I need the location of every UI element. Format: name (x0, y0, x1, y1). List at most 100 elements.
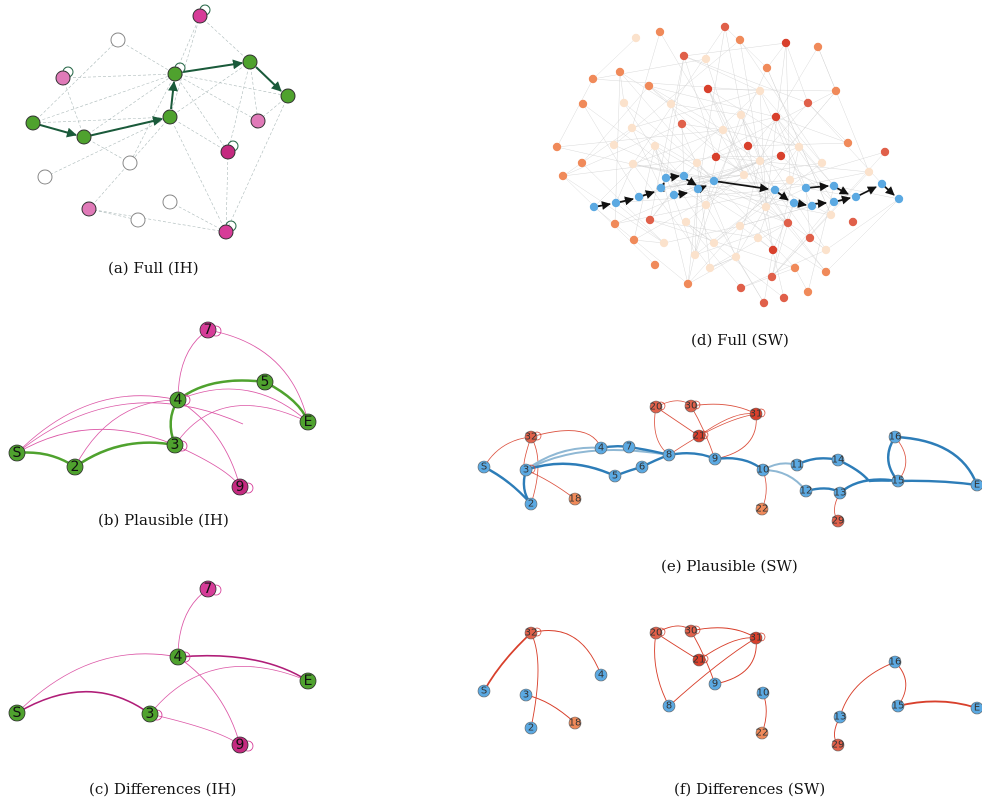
node-label: 7 (626, 442, 632, 453)
background-edge (715, 145, 749, 158)
background-edge (697, 26, 726, 190)
node (756, 463, 770, 477)
node (650, 141, 660, 151)
node-label: 20 (650, 628, 663, 639)
node (627, 123, 637, 133)
node (817, 158, 827, 168)
node (708, 677, 722, 691)
background-edge (582, 103, 640, 198)
node (645, 215, 655, 225)
node-label: S (13, 445, 22, 461)
background-edge (683, 55, 809, 104)
node (755, 726, 769, 740)
node (813, 42, 823, 52)
node (634, 192, 644, 202)
caption-c: (c) Differences (IH) (89, 780, 236, 798)
background-edge (665, 55, 685, 179)
node (619, 98, 629, 108)
node (848, 217, 858, 227)
node-label: 11 (791, 460, 804, 471)
node-label: 32 (525, 432, 538, 443)
caption-e: (e) Plausible (SW) (661, 557, 798, 575)
background-edge (683, 42, 787, 57)
node (659, 238, 669, 248)
background-edge (562, 127, 633, 177)
background-edge (687, 188, 699, 285)
node (649, 626, 663, 640)
node-label: 29 (832, 740, 845, 751)
panel-e-node-labels: S 2 3 4 5 6 7 8 9 10 11 12 13 14 15 16 E… (481, 401, 980, 527)
background-edge (805, 187, 857, 198)
node (635, 460, 649, 474)
background-edge (581, 162, 665, 244)
panel-c-self-loops (151, 584, 254, 752)
background-edge (705, 58, 745, 176)
node-label: 7 (204, 581, 213, 597)
background-edge (759, 90, 767, 208)
node (790, 458, 804, 472)
background-edge (632, 163, 715, 182)
node (783, 218, 793, 228)
node (771, 112, 781, 122)
node-label: 4 (598, 443, 604, 454)
background-edge (648, 85, 724, 131)
node (749, 407, 763, 421)
node (864, 167, 874, 177)
node (794, 142, 804, 152)
node (25, 115, 41, 131)
background-edge (771, 201, 835, 278)
background-edge (631, 127, 662, 189)
caption-b: (b) Plausible (IH) (98, 511, 229, 529)
background-edge (697, 188, 827, 273)
node (250, 113, 266, 129)
node-label: 30 (685, 626, 698, 637)
background-edge (765, 42, 787, 208)
node (831, 738, 845, 752)
background-edge (739, 146, 800, 227)
panel-c-differences-ih: 7 4 E S 3 9 (c) Differences (IH) (8, 580, 317, 798)
panel-c-thick-edges (16, 654, 309, 715)
node (122, 155, 138, 171)
node (589, 202, 599, 212)
node (256, 373, 274, 391)
node-label: 10 (757, 688, 770, 699)
background-edge (681, 123, 685, 177)
node (831, 86, 841, 96)
panel-f-node-labels: S 2 3 4 8 9 10 13 15 16 E 18 20 21 22 29… (481, 626, 980, 751)
node (519, 463, 533, 477)
panel-b-green-edges (16, 379, 310, 469)
panel-d-background-edges (556, 26, 900, 304)
node (720, 22, 730, 32)
node-label: 3 (146, 706, 155, 722)
background-edge (592, 58, 707, 80)
node (970, 701, 982, 715)
panel-a-full-ih: (a) Full (IH) (25, 4, 296, 277)
node-label: 2 (528, 499, 534, 510)
node-label: 18 (569, 494, 582, 505)
background-edge (739, 39, 823, 164)
node (666, 99, 676, 109)
node (692, 653, 706, 667)
node (166, 436, 184, 454)
background-edge (660, 174, 745, 189)
node (669, 190, 679, 200)
background-edge (632, 163, 711, 269)
background-edge (771, 202, 795, 278)
background-edge (807, 185, 835, 293)
node-label: 15 (892, 701, 905, 712)
node-label: 4 (174, 392, 183, 408)
background-edge (648, 85, 745, 176)
node (821, 245, 831, 255)
background-edge (562, 175, 665, 244)
background-edge (705, 116, 777, 206)
node-label: 31 (750, 409, 763, 420)
node (615, 67, 625, 77)
background-edge (739, 205, 813, 227)
node (701, 200, 711, 210)
node (162, 194, 178, 210)
panel-a-nodes (25, 8, 296, 240)
node-label: 21 (693, 655, 706, 666)
node (662, 699, 676, 713)
node (684, 399, 698, 413)
